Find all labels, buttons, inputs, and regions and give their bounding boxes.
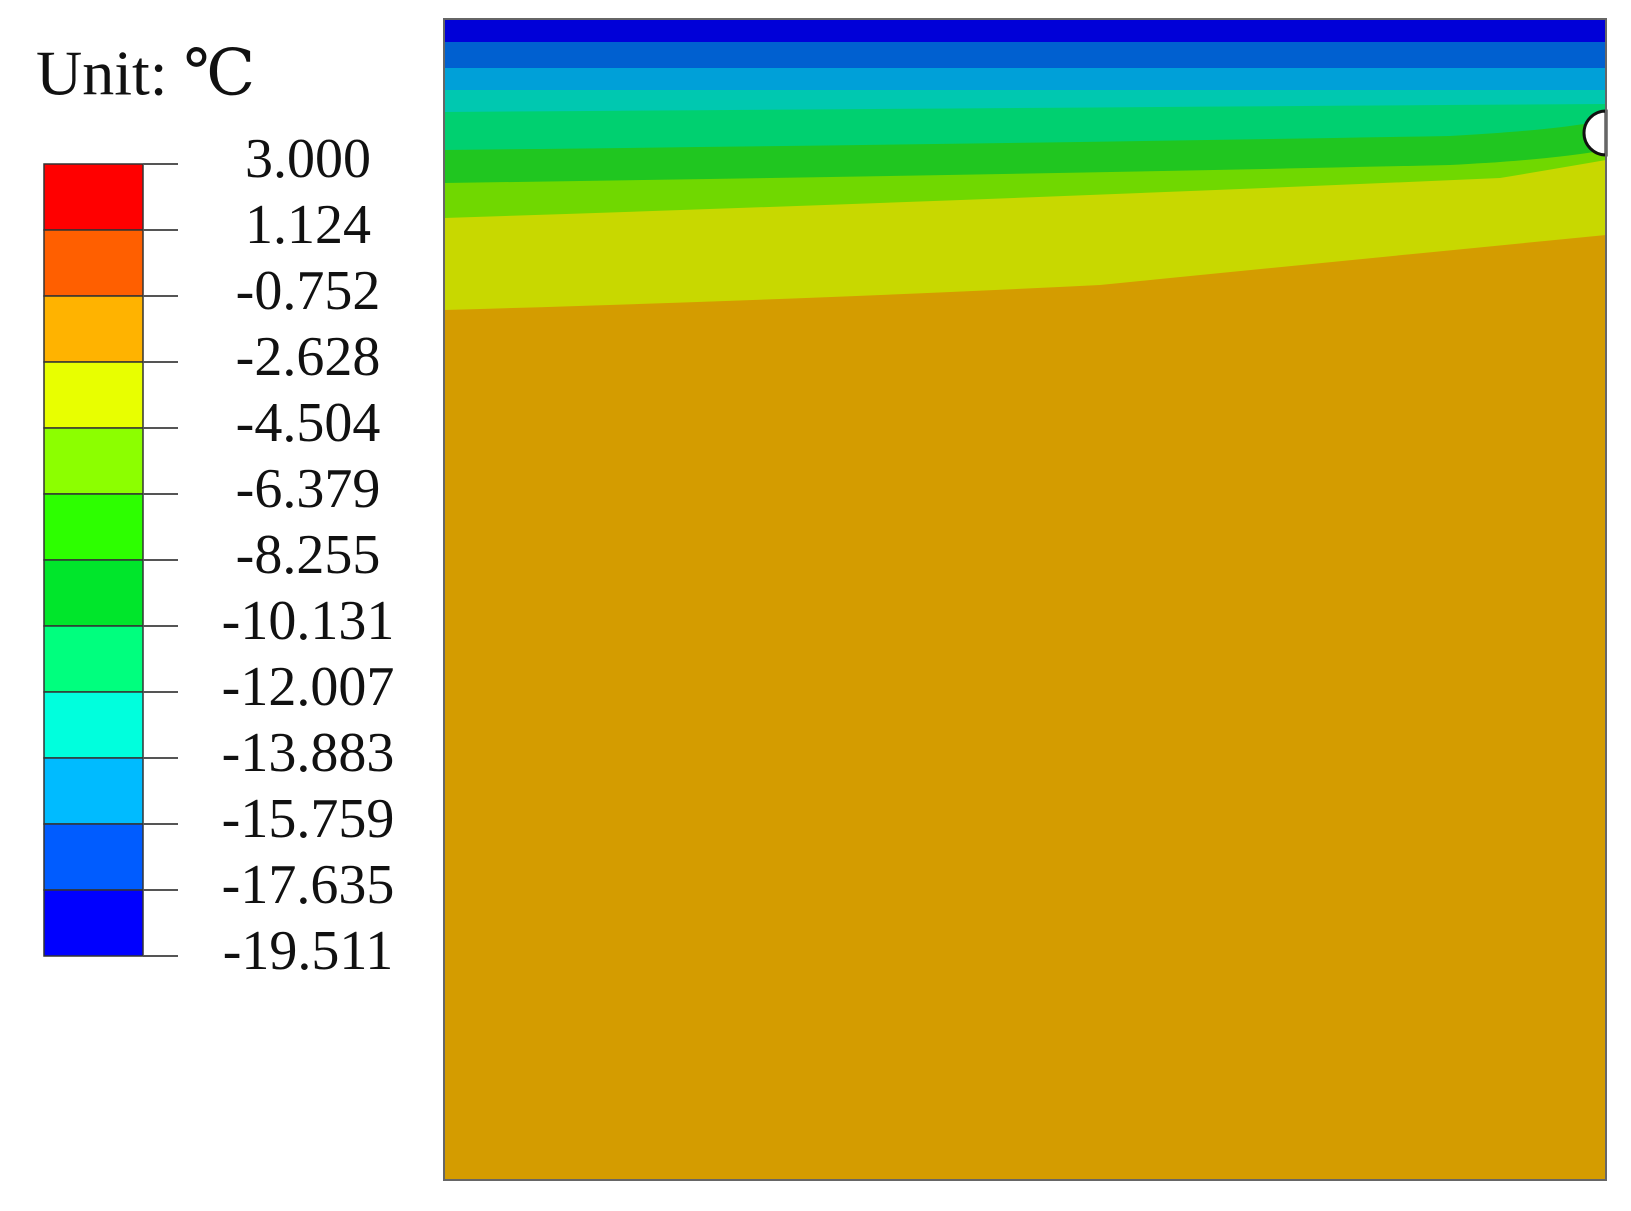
- legend-title: Unit: ℃: [36, 38, 255, 109]
- tick-label: 1.124: [245, 194, 371, 256]
- colorbar-band: [43, 691, 144, 759]
- tick-label: -10.131: [222, 590, 395, 652]
- colorbar-band: [43, 625, 144, 693]
- contour-plot: [443, 18, 1608, 1181]
- hole: [1582, 109, 1608, 157]
- tick-label: -6.379: [236, 458, 381, 520]
- colorbar-band: [43, 559, 144, 627]
- band: [444, 19, 1606, 42]
- tick-label: 3.000: [245, 128, 371, 190]
- colorbar-band: [43, 361, 144, 429]
- colorbar-band: [43, 229, 144, 297]
- tick-label: -8.255: [236, 524, 381, 586]
- tick-label: -19.511: [223, 920, 394, 982]
- tick-label: -2.628: [236, 326, 381, 388]
- tick-label: -15.759: [222, 788, 395, 850]
- colorbar-band: [43, 163, 144, 231]
- colorbar-band: [43, 823, 144, 891]
- colorbar-band: [43, 757, 144, 825]
- colorbar-band: [43, 427, 144, 495]
- tick-label: -12.007: [222, 656, 395, 718]
- tick-label: -13.883: [222, 722, 395, 784]
- colorbar-band: [43, 493, 144, 561]
- tick-label: -17.635: [222, 854, 395, 916]
- tick-label: -4.504: [236, 392, 381, 454]
- tick-label: -0.752: [236, 260, 381, 322]
- colorbar-band: [43, 889, 144, 957]
- plot-border: [443, 18, 1607, 1181]
- colorbar-band: [43, 295, 144, 363]
